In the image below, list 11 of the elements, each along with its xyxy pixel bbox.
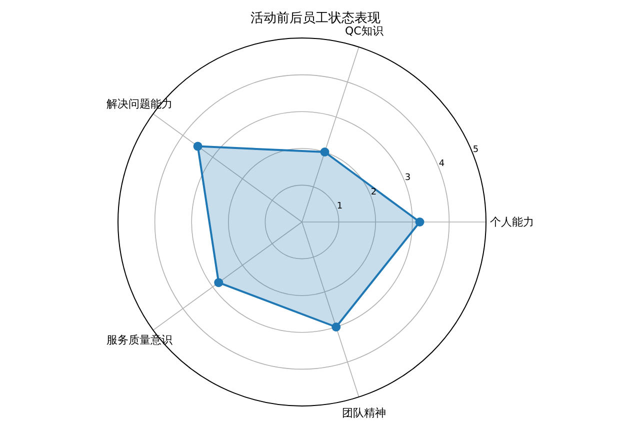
y-tick-label: 5 [472, 145, 479, 156]
y-tick-label: 3 [404, 173, 411, 184]
y-tick-label: 1 [336, 201, 343, 212]
y-tick-label: 4 [438, 159, 445, 170]
chart-title: 活动前后员工状态表现 [250, 11, 380, 26]
spoke-label: QC知识 [344, 24, 384, 38]
spoke-label: 解决问题能力 [106, 97, 172, 110]
y-tick-label: 2 [370, 187, 377, 198]
spoke-label: 团队精神 [342, 406, 386, 420]
spoke-label: 个人能力 [490, 216, 534, 228]
spoke-label: 服务质量意识 [106, 334, 172, 347]
